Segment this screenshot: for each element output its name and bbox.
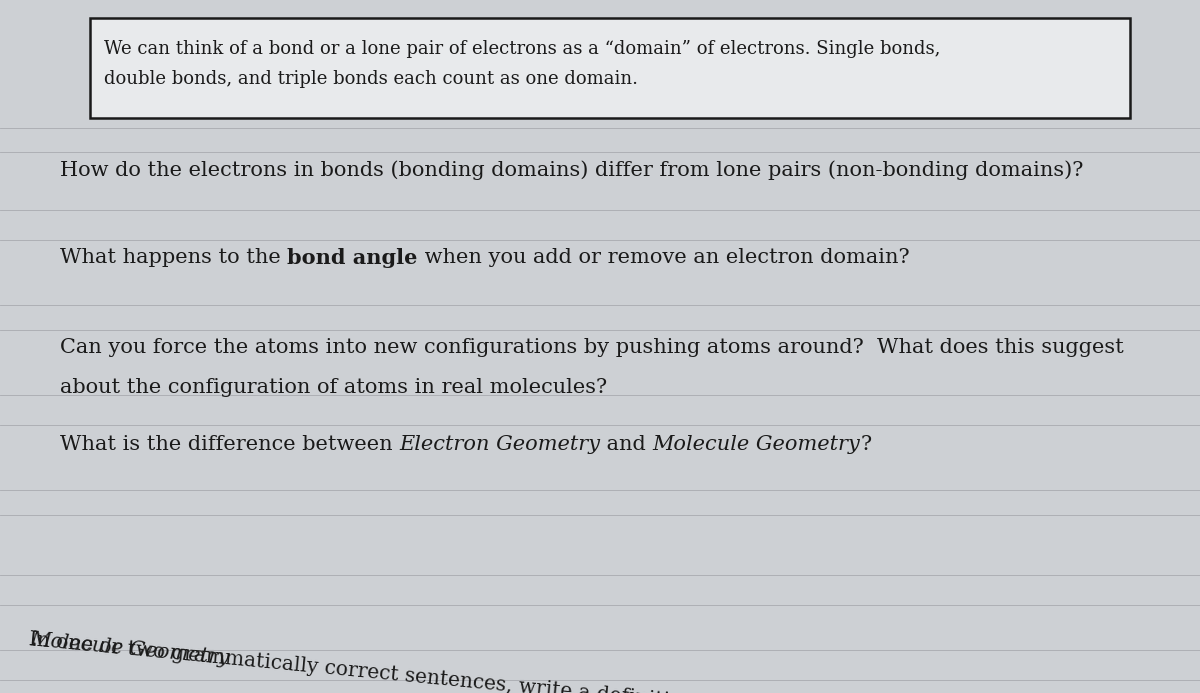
Text: and: and	[600, 435, 653, 454]
Text: when you add or remove an electron domain?: when you add or remove an electron domai…	[418, 248, 910, 267]
Text: Electron Geometry: Electron Geometry	[400, 435, 600, 454]
Text: Can you force the atoms into new configurations by pushing atoms around?  What d: Can you force the atoms into new configu…	[60, 338, 1123, 357]
Text: We can think of a bond or a lone pair of electrons as a “domain” of electrons. S: We can think of a bond or a lone pair of…	[104, 40, 941, 58]
Text: How do the electrons in bonds (bonding domains) differ from lone pairs (non-bond: How do the electrons in bonds (bonding d…	[60, 160, 1084, 179]
Text: Molecule Geometry: Molecule Geometry	[29, 630, 230, 668]
Text: ?: ?	[860, 435, 871, 454]
Text: double bonds, and triple bonds each count as one domain.: double bonds, and triple bonds each coun…	[104, 70, 638, 88]
Text: In one or two grammatically correct sentences, write a definition for the term: In one or two grammatically correct sent…	[28, 630, 832, 693]
Bar	[90, 18, 1130, 118]
Text: What is the difference between: What is the difference between	[60, 435, 400, 454]
Text: What happens to the: What happens to the	[60, 248, 287, 267]
Text: .: .	[30, 630, 38, 649]
Text: about the configuration of atoms in real molecules?: about the configuration of atoms in real…	[60, 378, 607, 397]
Text: bond angle: bond angle	[287, 248, 418, 268]
Text: Molecule Geometry: Molecule Geometry	[653, 435, 860, 454]
